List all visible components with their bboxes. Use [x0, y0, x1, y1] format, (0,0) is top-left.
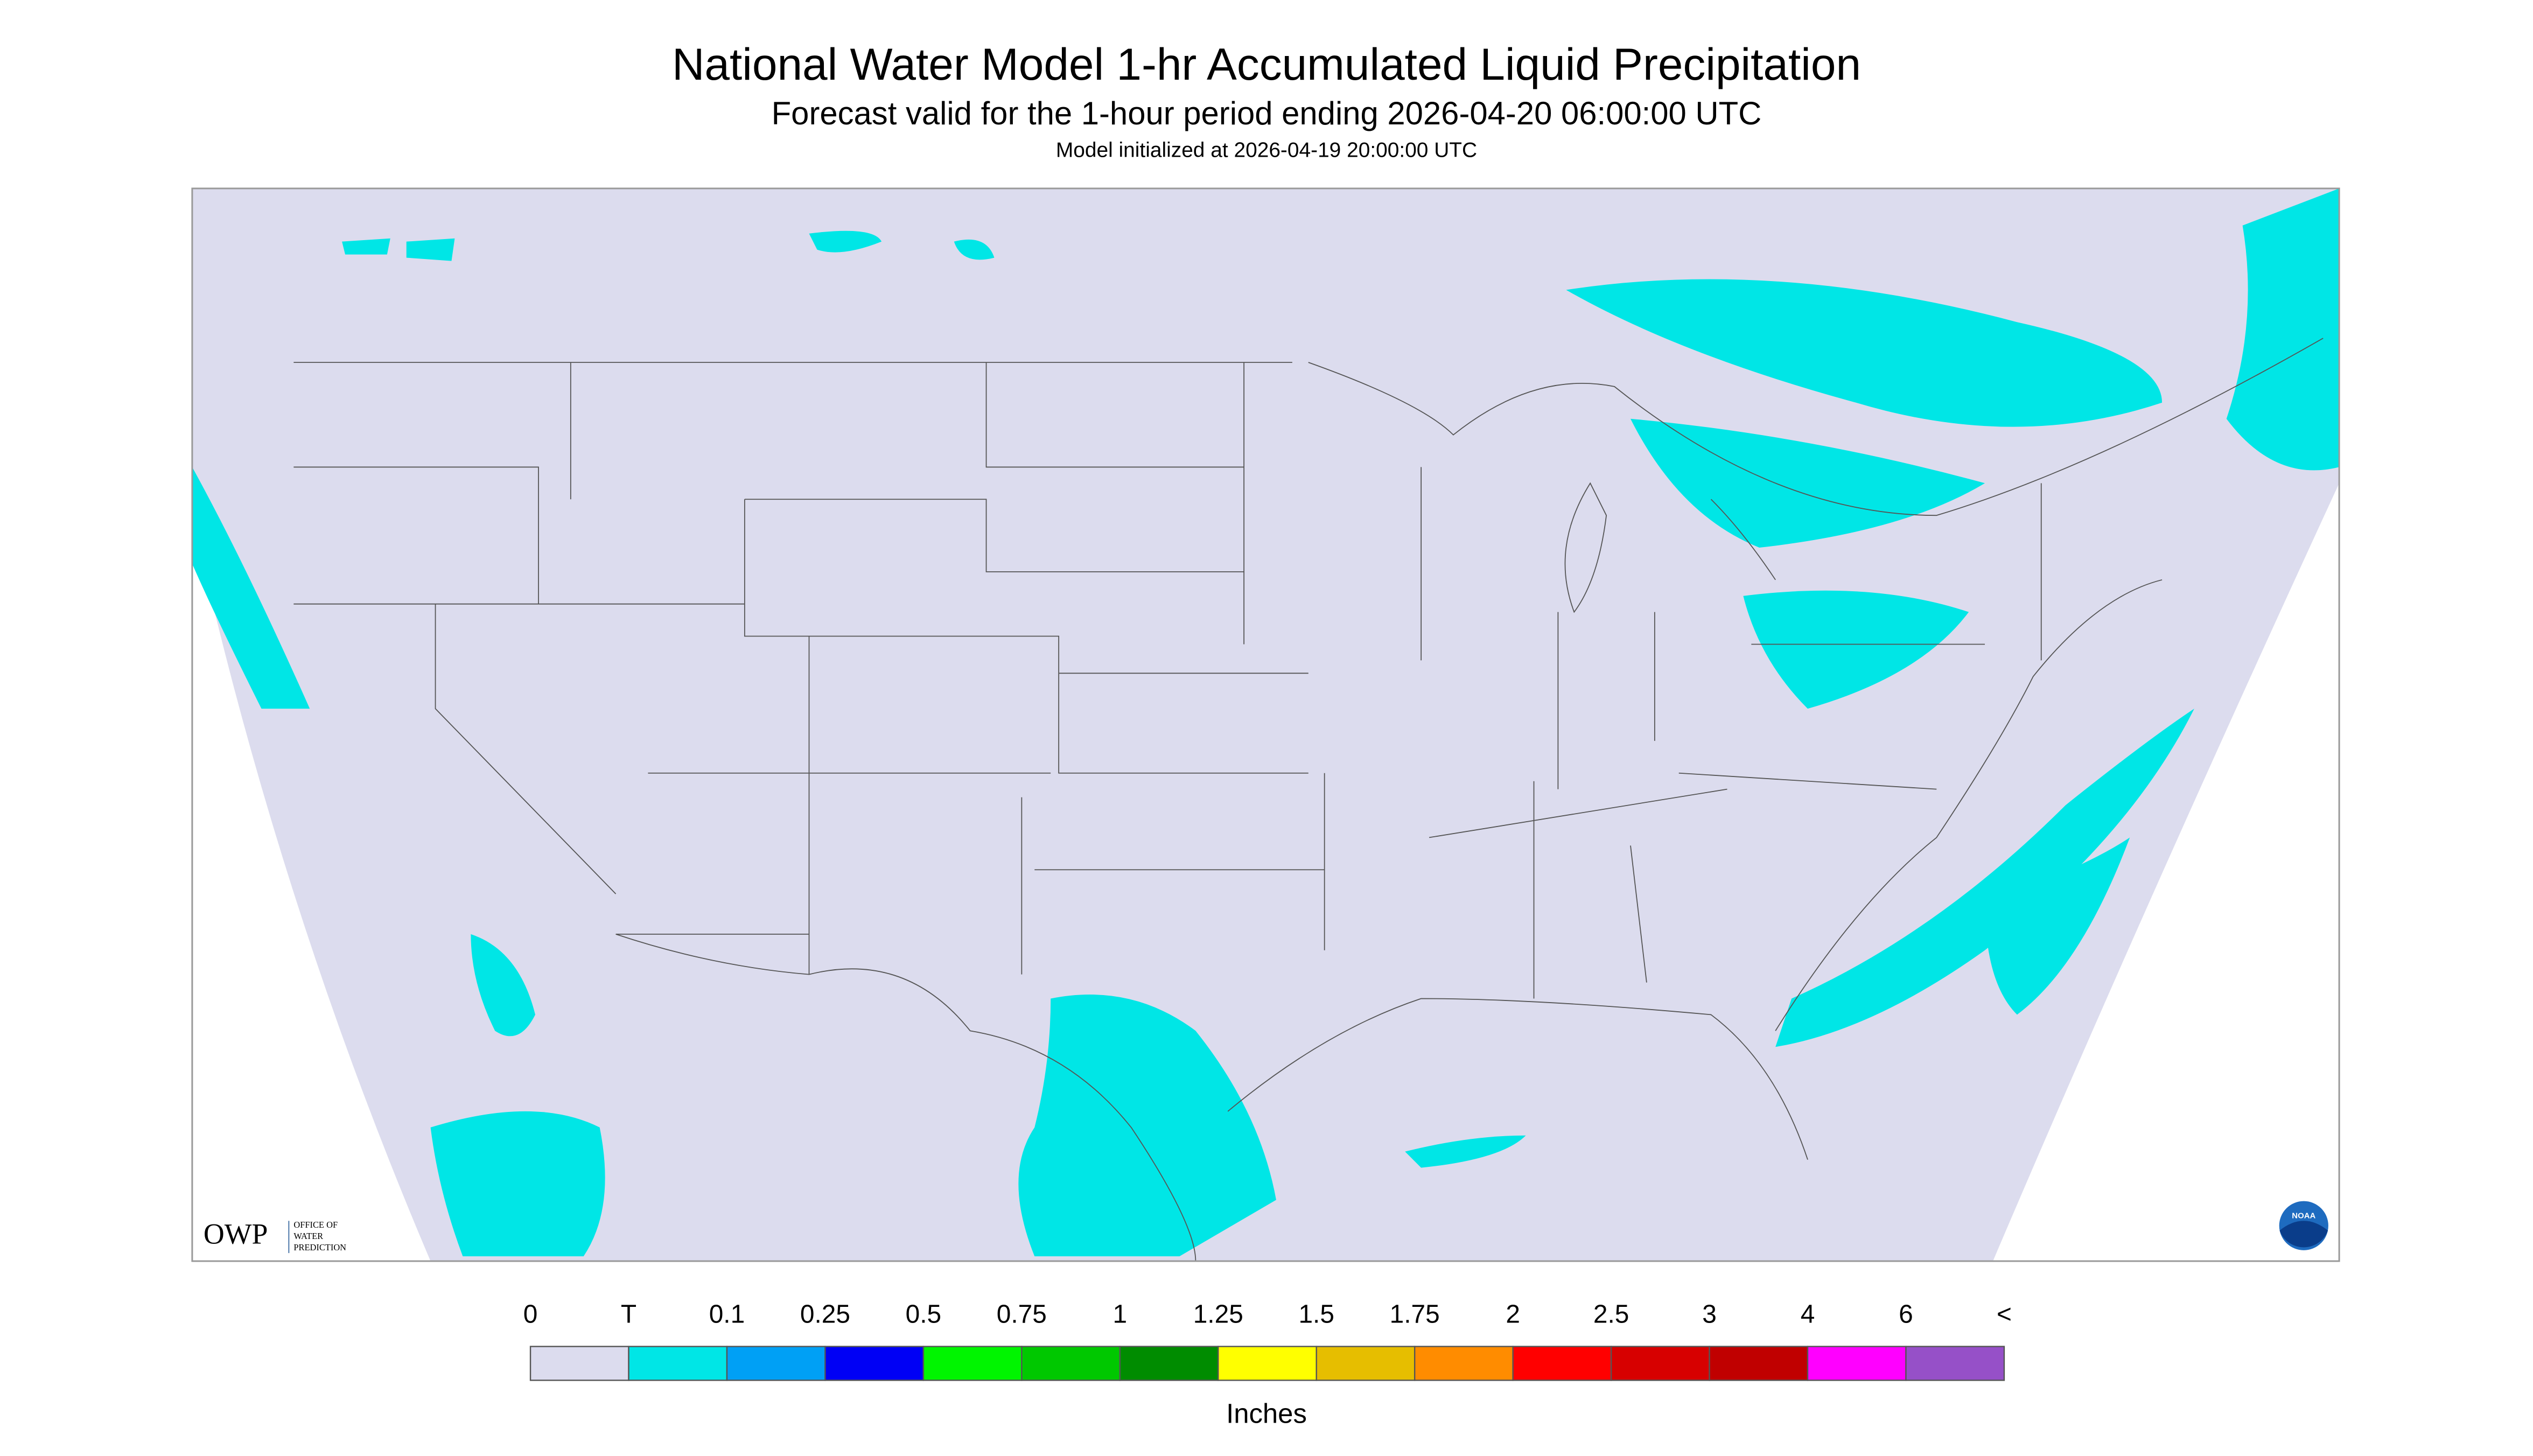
precip-area — [430, 1111, 605, 1257]
legend-label: T — [621, 1300, 636, 1328]
legend-swatch — [1021, 1346, 1121, 1381]
legend-swatch — [628, 1346, 728, 1381]
lakes — [1564, 482, 1776, 613]
legend-swatch — [1119, 1346, 1219, 1381]
legend-label: 4 — [1801, 1300, 1815, 1328]
precip-area — [2226, 188, 2340, 471]
legend-swatch — [922, 1346, 1023, 1381]
owp-logo-text: OWP — [204, 1218, 268, 1250]
owp-logo-line: WATER — [293, 1231, 323, 1241]
title: National Water Model 1-hr Accumulated Li… — [672, 39, 1861, 89]
legend-label: 1 — [1113, 1300, 1128, 1328]
legend-swatch — [1709, 1346, 1809, 1381]
precip-area — [1743, 590, 1969, 709]
precip-area — [1985, 837, 2130, 1015]
precip-areas — [192, 188, 2340, 1257]
precip-area — [1775, 709, 2194, 1047]
legend-label: 2.5 — [1593, 1300, 1629, 1328]
precip-area — [1405, 1135, 1526, 1168]
border-line — [1308, 338, 2324, 516]
legend-label: 0.1 — [709, 1300, 745, 1328]
legend-label: 0.25 — [800, 1300, 850, 1328]
legend-swatch — [1316, 1346, 1416, 1381]
legend-swatch — [1512, 1346, 1612, 1381]
coastline — [615, 579, 2163, 1262]
legend-swatch — [824, 1346, 925, 1381]
legend-label: 1.75 — [1390, 1300, 1440, 1328]
legend-unit: Inches — [1226, 1398, 1307, 1429]
precip-area — [1566, 279, 2163, 427]
legend-label: 0 — [523, 1300, 538, 1328]
noaa-wave — [2279, 1221, 2328, 1248]
legend-swatch — [1905, 1346, 2005, 1381]
precip-area — [192, 467, 310, 709]
legend: Inches 0 T 0.1 0.25 0.5 0.75 1 1.25 1.5 1.75 2 2.5 3… — [523, 1300, 2012, 1429]
precip-area — [342, 230, 995, 261]
boundaries — [293, 338, 2324, 1262]
legend-label: 1.25 — [1193, 1300, 1243, 1328]
owp-logo: OWP OFFICE OF WATER PREDICTION — [204, 1218, 346, 1254]
owp-logo-line: OFFICE OF — [293, 1220, 338, 1230]
init-time: Model initialized at 2026-04-19 20:00:00… — [1056, 138, 1477, 162]
legend-label: 2 — [1506, 1300, 1520, 1328]
legend-swatch — [529, 1346, 629, 1381]
noaa-text: NOAA — [2292, 1211, 2315, 1220]
legend-label: 0.75 — [997, 1300, 1047, 1328]
map-frame — [191, 187, 2340, 1262]
legend-label: 6 — [1899, 1300, 1913, 1328]
noaa-logo: NOAA — [2277, 1199, 2331, 1253]
precip-area — [1631, 418, 1985, 548]
legend-label: 1.5 — [1298, 1300, 1334, 1328]
legend-swatch — [1610, 1346, 1710, 1381]
precip-area — [471, 934, 536, 1037]
legend-swatch — [726, 1346, 826, 1381]
subtitle: Forecast valid for the 1-hour period end… — [772, 95, 1762, 131]
legend-label: 0.5 — [906, 1300, 942, 1328]
owp-logo-line: PREDICTION — [293, 1242, 346, 1252]
legend-label: < — [1997, 1300, 2012, 1328]
legend-swatch — [1807, 1346, 1907, 1381]
legend-label: 3 — [1702, 1300, 1717, 1328]
legend-swatch — [1217, 1346, 1317, 1381]
map: OWP OFFICE OF WATER PREDICTION NOAA — [191, 187, 2340, 1262]
legend-swatch — [1414, 1346, 1514, 1381]
precip-area — [1018, 995, 1276, 1257]
state-lines — [293, 362, 2042, 999]
